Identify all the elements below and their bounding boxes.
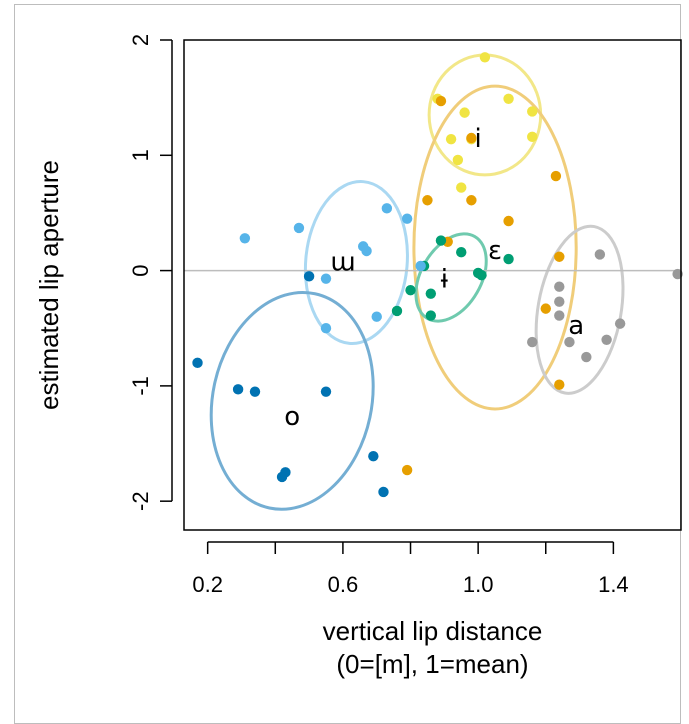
data-point [527,106,538,117]
data-point [239,233,251,244]
data-point [415,260,426,272]
data-point [452,154,464,166]
x-tick-label: 0.2 [192,572,223,597]
data-point [368,451,379,462]
data-point [192,357,203,369]
x-axis: 0.2 0.6 1.0 1.4 [192,541,629,597]
y-tick-label: 1 [128,149,153,161]
vowel-label: i [475,124,482,154]
y-axis-title: estimated lip aperture [34,160,64,410]
x-tick-label: 1.0 [463,572,494,597]
data-point [503,215,514,227]
y-axis: -2 -1 0 1 2 [128,34,173,511]
data-point [391,305,403,317]
data-point [459,107,470,118]
vowel-label: ɛ [488,236,502,266]
data-point [435,235,447,246]
data-point [554,310,565,321]
data-point [456,246,467,258]
data-point [554,251,565,262]
data-point [371,311,382,322]
data-point [466,195,477,206]
x-tick-label: 1.4 [598,572,629,597]
x-axis-title: vertical lip distance [323,616,543,646]
y-tick-label: -2 [128,491,153,511]
data-point [293,222,305,234]
data-point [564,336,575,348]
scatter-chart: i ɛ ɨ ɯ o a 0.2 0.6 1.0 1.4 -2 -1 0 1 2 vertical lip… [34,34,683,679]
data-point [405,284,416,296]
x-axis-title-line2: (0=[m], 1=mean) [336,649,528,679]
ellipse-1 [412,84,578,411]
data-point [381,203,393,214]
data-point [554,296,565,307]
vowel-labels-layer: i ɛ ɨ ɯ o a [284,124,584,432]
data-point [466,132,477,144]
y-tick-label: 0 [128,264,153,276]
data-point [320,323,332,334]
points-layer [192,52,683,498]
data-point [550,170,562,182]
data-point [425,288,437,299]
data-point [581,351,592,363]
data-point [554,379,565,390]
data-point [401,213,413,224]
data-point [672,268,683,280]
ellipse-0 [427,53,543,177]
data-point [249,386,261,397]
data-point [361,245,372,257]
ellipse-3 [303,180,409,345]
data-point [276,471,288,483]
data-point [540,303,551,314]
vowel-label: a [568,311,584,341]
data-point [594,249,606,260]
data-point [476,270,487,281]
vowel-label: o [284,402,300,432]
vowel-label: ɨ [441,265,448,295]
plot-area [183,39,682,531]
data-point [422,195,433,206]
data-point [445,133,457,145]
data-point [456,182,467,193]
vowel-label: ɯ [330,247,355,277]
data-point [479,52,491,63]
data-point [303,271,315,282]
data-point [425,310,437,321]
data-point [320,386,332,397]
data-point [527,131,538,143]
x-tick-label: 0.6 [328,572,359,597]
y-tick-label: -1 [128,376,153,396]
data-point [527,336,538,348]
data-point [503,253,514,265]
data-point [614,318,626,329]
data-point [401,464,413,476]
data-point [435,95,447,107]
ellipse-5 [534,224,625,395]
data-point [601,334,612,345]
data-point [554,281,565,292]
data-point [320,273,332,284]
data-point [503,93,514,105]
data-point [232,384,244,395]
data-point [378,486,389,498]
ellipse-4 [209,290,375,511]
y-tick-label: 2 [128,34,153,46]
